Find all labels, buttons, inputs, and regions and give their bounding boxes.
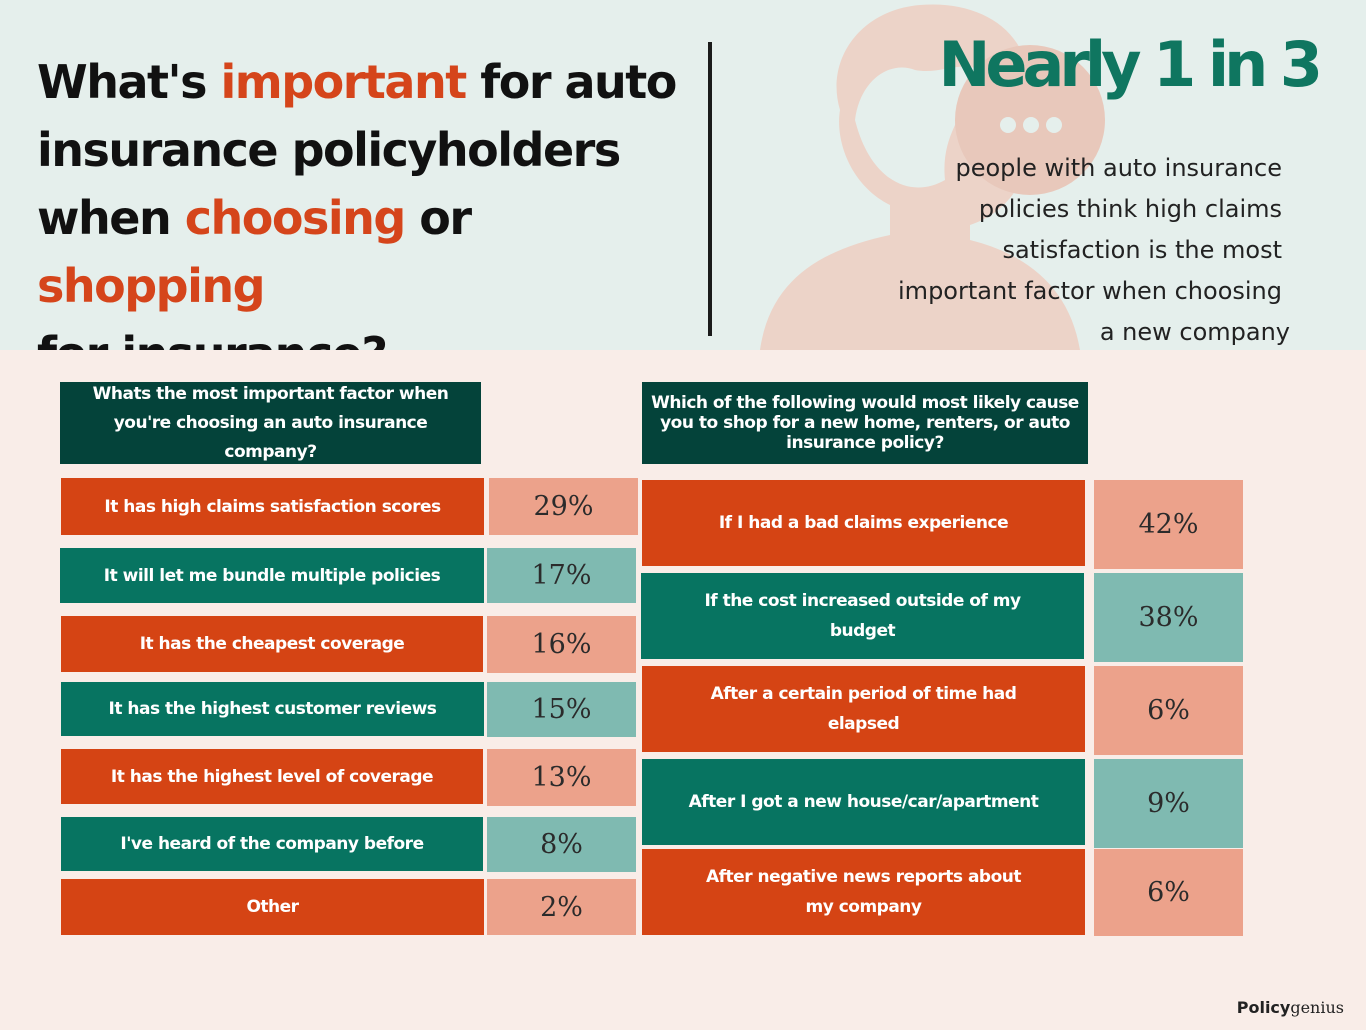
policygenius-logo: Policygenius <box>1236 998 1344 1017</box>
table-row: It has the highest level of coverage 13% <box>61 749 636 806</box>
table-row: After negative news reports about my com… <box>642 849 1243 936</box>
table-row: It has the highest customer reviews 15% <box>61 682 636 737</box>
title-highlight: shopping <box>37 259 266 313</box>
question-2-header: Which of the following would most likely… <box>642 382 1088 464</box>
title-line-1: What's important for auto <box>37 55 677 109</box>
page-title: What's important for auto insurance poli… <box>37 48 697 350</box>
table-row: It will let me bundle multiple policies … <box>60 548 636 603</box>
title-highlight: important <box>220 55 468 109</box>
title-line-2: insurance policyholders <box>37 123 621 177</box>
title-line-4: for insurance? <box>37 320 697 350</box>
stat-description: people with auto insurance policies thin… <box>898 154 1290 346</box>
header-section: What's important for auto insurance poli… <box>0 0 1366 350</box>
table-row: It has high claims satisfaction scores 2… <box>61 478 638 535</box>
headline-stat: Nearly 1 in 3 <box>938 28 1323 101</box>
title-highlight: choosing <box>184 191 407 245</box>
person-speech-bubble-icon <box>760 4 1105 350</box>
table-row: I've heard of the company before 8% <box>61 817 636 872</box>
question-1-header: Whats the most important factor when you… <box>60 382 481 464</box>
table-row: After I got a new house/car/apartment 9% <box>642 759 1243 848</box>
table-row: Other 2% <box>61 879 636 935</box>
table-row: After a certain period of time had elaps… <box>642 666 1243 755</box>
table-row: If I had a bad claims experience 42% <box>642 480 1243 569</box>
table-row: If the cost increased outside of my budg… <box>641 573 1243 662</box>
title-line-3: when choosing or shopping <box>37 191 472 313</box>
table-row: It has the cheapest coverage 16% <box>61 616 636 673</box>
divider <box>708 42 712 336</box>
